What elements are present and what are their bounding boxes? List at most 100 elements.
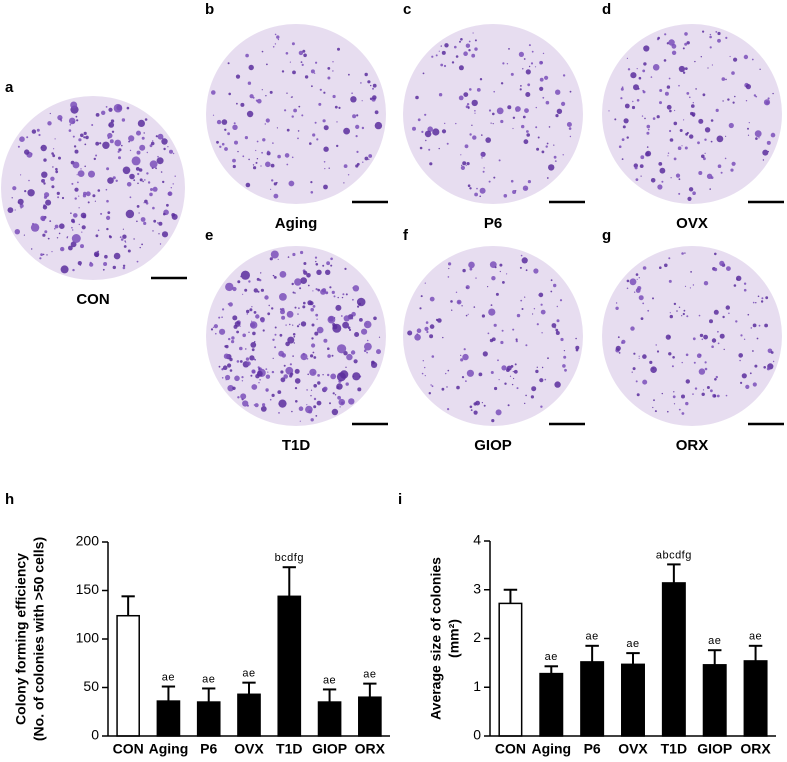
colony (555, 114, 559, 118)
colony (310, 181, 313, 184)
colony (348, 73, 350, 76)
colony (221, 142, 225, 146)
colony (745, 84, 752, 90)
colony (422, 360, 424, 362)
bar (621, 663, 645, 737)
colony (659, 101, 662, 105)
colony (313, 405, 317, 409)
colony (462, 161, 467, 166)
colony (277, 38, 280, 41)
colony (278, 399, 287, 408)
colony (60, 119, 63, 122)
chart: h Colony forming efficiency (No. of coloni… (5, 491, 390, 757)
colony (516, 313, 521, 318)
colony (310, 69, 315, 74)
colony (334, 394, 337, 396)
colony (646, 124, 651, 129)
colony (227, 363, 232, 368)
colony (466, 103, 470, 106)
colony (253, 404, 256, 406)
colony (284, 109, 287, 112)
colony (332, 94, 336, 99)
colony (481, 402, 483, 404)
colony (137, 182, 139, 185)
colony (444, 43, 449, 48)
significance-label: abcdfg (656, 549, 692, 561)
colony (743, 54, 749, 60)
colony (637, 286, 642, 291)
colony (40, 144, 47, 152)
colony (225, 379, 227, 381)
colony (51, 152, 54, 155)
colony (300, 353, 308, 361)
colony (568, 127, 572, 130)
colony (108, 107, 113, 112)
colony (479, 187, 486, 194)
colony (332, 323, 336, 327)
colony (270, 188, 272, 190)
x-tick-label: OVX (618, 741, 648, 757)
colony (212, 326, 214, 328)
colony (487, 332, 490, 335)
colony (169, 149, 173, 154)
colony (692, 191, 696, 195)
colony (684, 252, 686, 254)
colony (372, 95, 377, 100)
colony (766, 367, 771, 371)
colony (650, 366, 657, 374)
colony (17, 198, 24, 205)
colony (327, 354, 331, 358)
colony (458, 95, 464, 101)
colony (743, 288, 747, 292)
colony (738, 353, 743, 358)
colony (368, 154, 373, 158)
colony (696, 353, 702, 359)
colony (324, 168, 326, 170)
colony (157, 155, 159, 158)
colony (329, 286, 332, 289)
colony (526, 130, 529, 133)
colony (372, 87, 374, 90)
colony (482, 170, 485, 173)
colony (422, 72, 425, 75)
colony (331, 408, 339, 416)
colony (225, 282, 234, 292)
colony (474, 192, 478, 197)
colony (522, 185, 529, 191)
colony (146, 172, 149, 175)
significance-label: ae (586, 631, 599, 643)
colony (723, 348, 725, 351)
colony (106, 199, 109, 203)
colony (42, 253, 45, 256)
colony (461, 164, 463, 166)
colony (336, 144, 339, 148)
colony (122, 264, 126, 267)
colony (481, 314, 485, 318)
colony (770, 132, 776, 138)
colony (514, 363, 517, 366)
colony (701, 154, 705, 159)
colony (703, 281, 709, 286)
colony (118, 156, 121, 160)
colony (499, 263, 503, 267)
colony (323, 184, 328, 190)
colony (287, 256, 290, 258)
colony (264, 295, 269, 300)
y-axis-label: Colony forming efficiency (13, 553, 29, 725)
y-tick-label: 0 (473, 727, 481, 743)
colony (303, 262, 307, 265)
colony (248, 280, 251, 283)
colony (316, 318, 318, 320)
colony (761, 297, 764, 300)
colony (686, 92, 690, 95)
colony (491, 337, 496, 342)
colony (466, 162, 470, 166)
colony (721, 77, 726, 81)
colony (327, 315, 336, 324)
colony (733, 57, 738, 62)
colony (143, 132, 145, 134)
colony (73, 213, 78, 218)
colony (68, 117, 76, 125)
colony (337, 296, 339, 299)
colony (216, 119, 222, 125)
